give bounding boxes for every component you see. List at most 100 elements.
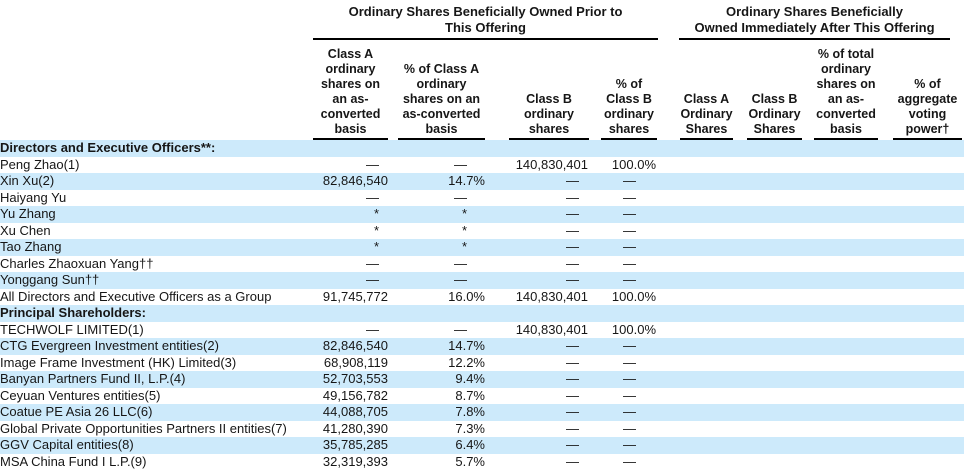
cell-pct-total-after	[802, 206, 878, 223]
cell-pct-voting-power	[878, 256, 964, 273]
column-header-row: Class A ordinary shares on an as- conver…	[0, 41, 964, 140]
cell-class-a-prior: —	[305, 272, 390, 289]
cell-class-a-prior: —	[366, 321, 379, 337]
table-row: Yonggang Sun†† — — — —	[0, 272, 964, 289]
cell-pct-class-a-prior	[390, 140, 487, 157]
cell-class-a-after	[658, 206, 734, 223]
group-title-after: Ordinary Shares Beneficially Owned Immed…	[679, 0, 950, 40]
cell-pct-class-b-prior: —	[623, 354, 636, 370]
table-row: Image Frame Investment (HK) Limited(3) 6…	[0, 355, 964, 372]
shareholder-name: Xin Xu(2)	[0, 173, 305, 190]
shareholder-name: CTG Evergreen Investment entities(2)	[0, 338, 305, 355]
col-header-class-b-prior: Class B ordinary shares	[487, 41, 590, 140]
cell-class-b-after	[734, 371, 802, 388]
cell-class-b-after	[734, 272, 802, 289]
cell-class-b-prior: —	[566, 189, 579, 205]
cell-pct-voting-power	[878, 421, 964, 438]
cell-class-a-after	[658, 388, 734, 405]
cell-class-b-after	[734, 157, 802, 174]
cell-pct-class-a-prior: 12.2%	[448, 354, 485, 370]
col-header-pct-voting-power: % of aggregate voting power†	[878, 41, 964, 140]
shareholder-name: Yonggang Sun††	[0, 272, 305, 289]
cell-pct-class-a-prior: —	[390, 272, 487, 289]
cell-pct-total-after	[802, 256, 878, 273]
cell-pct-voting-power	[878, 223, 964, 240]
col-header-class-a-prior: Class A ordinary shares on an as- conver…	[305, 41, 390, 140]
cell-class-b-after	[734, 454, 802, 471]
cell-class-a-prior	[305, 140, 390, 157]
cell-pct-total-after	[802, 388, 878, 405]
cell-class-a-prior: 52,703,553	[305, 371, 390, 388]
cell-pct-total-after	[802, 454, 878, 471]
table-row: TECHWOLF LIMITED(1) — — 140,830,401 100.…	[0, 322, 964, 339]
table-row: All Directors and Executive Officers as …	[0, 289, 964, 306]
cell-pct-total-after	[802, 289, 878, 306]
shareholder-name: Global Private Opportunities Partners II…	[0, 420, 287, 436]
shareholder-name: Image Frame Investment (HK) Limited(3)	[0, 354, 237, 370]
table-row: Xin Xu(2) 82,846,540 14.7% — —	[0, 173, 964, 190]
cell-pct-total-after	[802, 223, 878, 240]
cell-pct-total-after	[802, 371, 878, 388]
shareholder-name: Tao Zhang	[0, 239, 305, 256]
cell-class-b-after	[734, 140, 802, 157]
cell-pct-class-b-prior: —	[623, 387, 636, 403]
cell-pct-voting-power	[878, 355, 964, 372]
cell-pct-class-b-prior: —	[623, 453, 636, 469]
table-row: Tao Zhang * * — —	[0, 239, 964, 256]
shareholder-name: Directors and Executive Officers**:	[0, 140, 305, 157]
cell-class-b-prior: —	[487, 371, 590, 388]
cell-class-b-prior: —	[566, 420, 579, 436]
table-row: Haiyang Yu — — — —	[0, 190, 964, 207]
cell-class-b-prior: —	[566, 255, 579, 271]
cell-class-a-after	[658, 140, 734, 157]
table-row: Charles Zhaoxuan Yang†† — — — —	[0, 256, 964, 273]
cell-class-a-after	[658, 272, 734, 289]
cell-pct-class-b-prior: 100.0%	[611, 156, 656, 172]
cell-pct-class-a-prior: —	[454, 189, 467, 205]
cell-pct-class-a-prior: 16.0%	[448, 288, 485, 304]
cell-pct-class-a-prior: —	[454, 255, 467, 271]
cell-pct-total-after	[802, 322, 878, 339]
cell-class-b-after	[734, 256, 802, 273]
cell-pct-voting-power	[878, 338, 964, 355]
cell-class-b-prior: —	[487, 206, 590, 223]
table-row: GGV Capital entities(8) 35,785,285 6.4% …	[0, 437, 964, 454]
cell-class-b-after	[734, 437, 802, 454]
cell-pct-class-b-prior	[590, 305, 658, 322]
cell-pct-total-after	[802, 140, 878, 157]
cell-class-b-after	[734, 388, 802, 405]
cell-pct-class-a-prior	[390, 305, 487, 322]
col-header-class-a-after: Class A Ordinary Shares	[658, 41, 734, 140]
cell-class-b-prior	[487, 140, 590, 157]
cell-pct-total-after	[802, 305, 878, 322]
cell-class-a-after	[658, 338, 734, 355]
cell-class-b-prior	[487, 305, 590, 322]
table-body: Directors and Executive Officers**: Peng…	[0, 140, 964, 470]
cell-class-a-prior: 44,088,705	[305, 404, 390, 421]
cell-pct-class-b-prior: —	[590, 371, 658, 388]
cell-class-b-after	[734, 338, 802, 355]
cell-class-a-prior: 91,745,772	[322, 288, 388, 304]
cell-class-b-after	[734, 190, 802, 207]
cell-pct-class-b-prior: —	[590, 206, 658, 223]
cell-pct-class-a-prior: —	[454, 156, 467, 172]
cell-pct-voting-power	[878, 305, 964, 322]
cell-class-b-after	[734, 322, 802, 339]
table-row: MSA China Fund I L.P.(9) 32,319,393 5.7%…	[0, 454, 964, 471]
table-row: Coatue PE Asia 26 LLC(6) 44,088,705 7.8%…	[0, 404, 964, 421]
cell-class-b-prior: 140,830,401	[515, 321, 588, 337]
cell-class-a-after	[658, 371, 734, 388]
cell-class-b-prior: —	[566, 387, 579, 403]
cell-class-a-prior: 82,846,540	[305, 338, 390, 355]
cell-class-a-prior: 32,319,393	[322, 453, 388, 469]
cell-class-b-prior: —	[566, 222, 579, 238]
cell-class-b-prior: —	[487, 239, 590, 256]
cell-pct-total-after	[802, 437, 878, 454]
col-header-pct-class-a-prior: % of Class A ordinary shares on an as-co…	[390, 41, 487, 140]
col-header-pct-total-after: % of total ordinary shares on an as- con…	[802, 41, 878, 140]
shareholder-name: GGV Capital entities(8)	[0, 437, 305, 454]
cell-pct-voting-power	[878, 157, 964, 174]
cell-class-a-prior: —	[366, 156, 379, 172]
cell-class-a-prior: 35,785,285	[305, 437, 390, 454]
cell-pct-voting-power	[878, 289, 964, 306]
